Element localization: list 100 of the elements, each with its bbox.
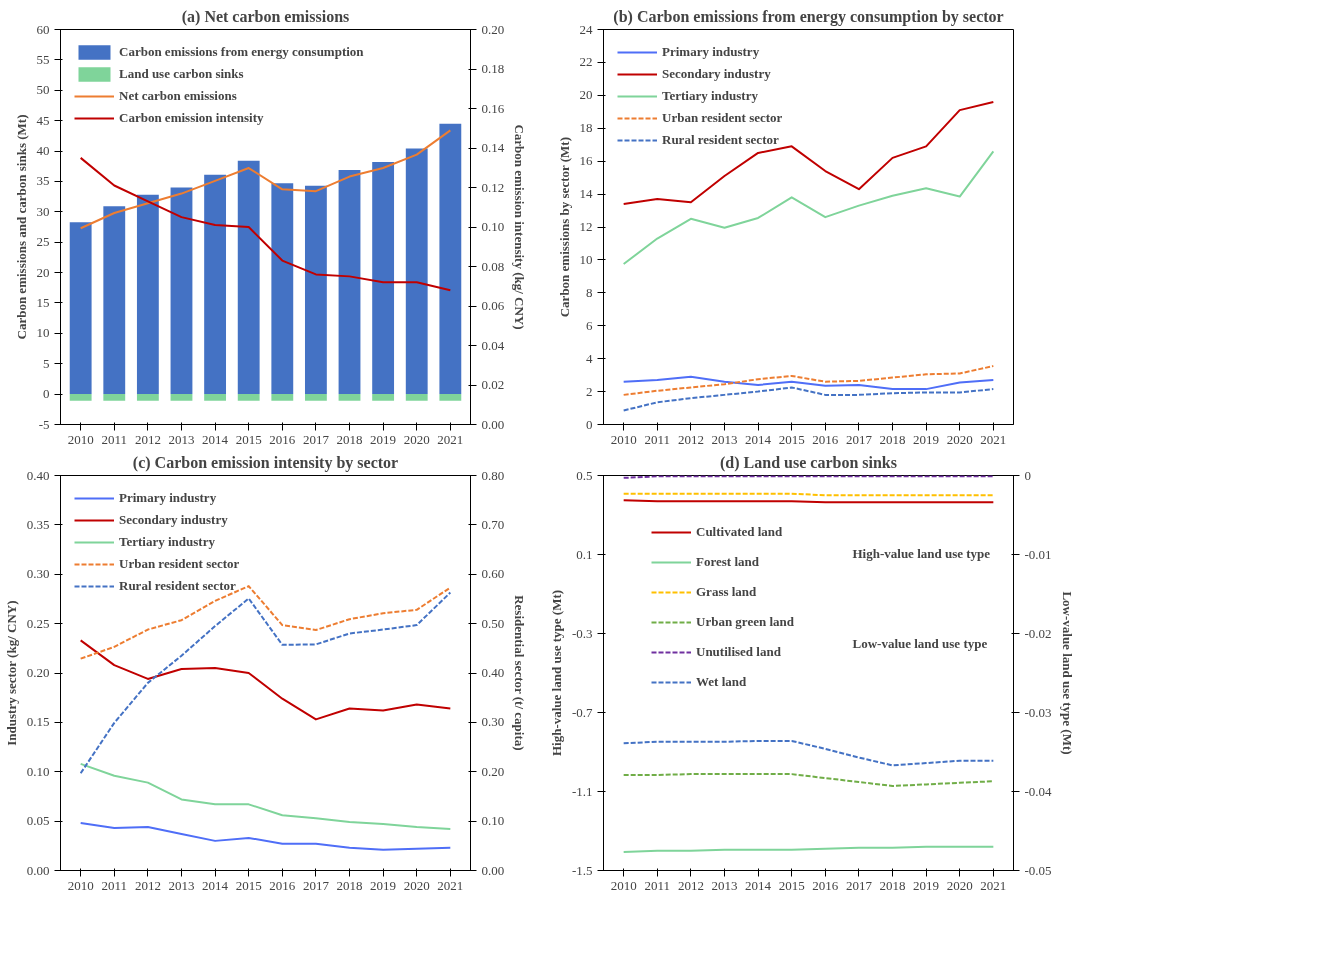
x-tick-label: 2019 [370,877,397,893]
x-tick-label: 2018 [879,877,906,893]
y-tick-label: 12 [579,219,593,234]
y2-tick-label: 0.20 [481,763,505,779]
legend-label: Land use carbon sinks [119,65,244,83]
y-tick-label: -1.5 [571,862,593,878]
x-tick-label: 2018 [879,431,906,447]
y2-tick-label: -0.05 [1024,862,1052,878]
y-tick-label: 22 [579,54,593,70]
y-axis-title: Carbon emissions and carbon sinks (Mt) [13,114,29,340]
y-tick-label: 0.20 [26,665,50,680]
y-tick-label: -0.3 [571,625,593,641]
x-tick-label: 2014 [202,431,229,447]
chart-title: (a) Net carbon emissions [181,7,350,26]
y2-tick-label: 0.12 [481,179,505,195]
y2-tick-label: 0.60 [481,566,505,582]
y-tick-label: 0.10 [26,763,50,779]
y-tick-label: 10 [36,325,50,341]
x-tick-label: 2017 [302,431,330,447]
legend-label: Cultivated land [696,523,783,541]
y2-tick-label: 0.02 [481,377,505,392]
y2-tick-label: -0.03 [1024,704,1052,720]
y2-tick-label: 0.00 [481,862,505,878]
x-tick-label: 2020 [946,877,973,893]
x-tick-label: 2021 [980,431,1007,447]
y2-tick-label: -0.04 [1024,783,1053,799]
x-tick-label: 2016 [812,431,839,447]
legend-label: Urban green land [696,613,794,631]
y-tick-label: 0.05 [26,813,50,829]
x-tick-label: 2021 [980,877,1007,893]
y-tick-label: 30 [36,203,50,219]
y-tick-label: 0.00 [26,862,50,878]
x-tick-label: 2010 [67,431,94,447]
legend-label: Net carbon emissions [119,87,237,105]
legend-label: Rural resident sector [119,577,236,595]
x-tick-label: 2015 [235,431,262,447]
legend-label: Urban resident sector [119,555,240,573]
x-tick-label: 2019 [913,877,940,893]
y-tick-label: 0.5 [576,467,593,483]
y-tick-label: -0.7 [571,704,593,720]
y-tick-label: 25 [36,234,50,250]
y-tick-label: 40 [36,143,50,159]
y2-tick-label: 0.06 [481,298,505,313]
chart-title: (d) Land use carbon sinks [720,453,897,472]
legend-label: Tertiary industry [662,87,758,105]
x-tick-label: 2016 [812,877,839,893]
x-tick-label: 2010 [610,877,637,893]
y-tick-label: 0.15 [26,714,50,730]
y2-tick-label: 0.10 [481,219,505,234]
y2-tick-label: 0.50 [481,615,505,631]
x-tick-label: 2013 [168,877,195,893]
y-axis-title: High-value land use type (Mt) [548,589,564,757]
x-tick-label: 2015 [778,877,805,893]
legend-label: Forest land [696,553,759,571]
x-tick-label: 2016 [269,877,296,893]
y2-tick-label: 0 [1024,467,1031,483]
x-tick-label: 2011 [644,431,671,447]
y-tick-label: 45 [36,112,50,128]
y-tick-label: 18 [579,120,593,136]
legend-label: Wet land [696,673,747,691]
y-tick-label: 0.1 [576,546,593,562]
x-tick-label: 2017 [302,877,330,893]
y-tick-label: -5 [38,416,50,432]
y2-tick-label: 0.40 [481,665,505,680]
y-tick-label: 0.40 [26,467,50,483]
y2-tick-label: 0.04 [481,337,505,353]
x-tick-label: 2021 [437,877,464,893]
y-tick-label: 8 [586,284,593,300]
y2-tick-label: 0.20 [481,21,505,37]
x-tick-label: 2017 [845,877,873,893]
legend-label: Carbon emission intensity [119,109,264,127]
annotation: High-value land use type [852,546,991,561]
y-tick-label: -1.1 [571,783,593,799]
y-tick-label: 0.25 [26,615,50,631]
y2-tick-label: 0.08 [481,258,505,274]
y2-tick-label: 0.16 [481,100,505,116]
legend-label: Grass land [696,583,757,601]
legend-label: Secondary industry [119,511,228,529]
y-tick-label: 14 [579,186,593,202]
x-tick-label: 2014 [745,431,772,447]
x-tick-label: 2020 [403,877,430,893]
x-tick-label: 2011 [101,431,128,447]
y2-axis-title: Carbon emission intensity (kg/ CNY) [512,124,528,330]
x-tick-label: 2021 [437,431,464,447]
x-tick-label: 2012 [134,877,161,893]
x-tick-label: 2010 [67,877,94,893]
y-tick-label: 20 [579,87,593,103]
x-tick-label: 2018 [336,877,363,893]
y2-tick-label: 0.70 [481,516,505,532]
x-tick-label: 2013 [168,431,195,447]
y-axis-title: Carbon emissions by sector (Mt) [556,136,572,318]
annotation: Low-value land use type [852,636,988,651]
y-tick-label: 0.30 [26,566,50,582]
y-tick-label: 24 [579,21,593,37]
y2-tick-label: -0.02 [1024,625,1052,641]
x-tick-label: 2014 [745,877,772,893]
x-tick-label: 2017 [845,431,873,447]
y-tick-label: 16 [579,153,593,169]
x-tick-label: 2011 [101,877,128,893]
y2-tick-label: 0.14 [481,140,505,155]
